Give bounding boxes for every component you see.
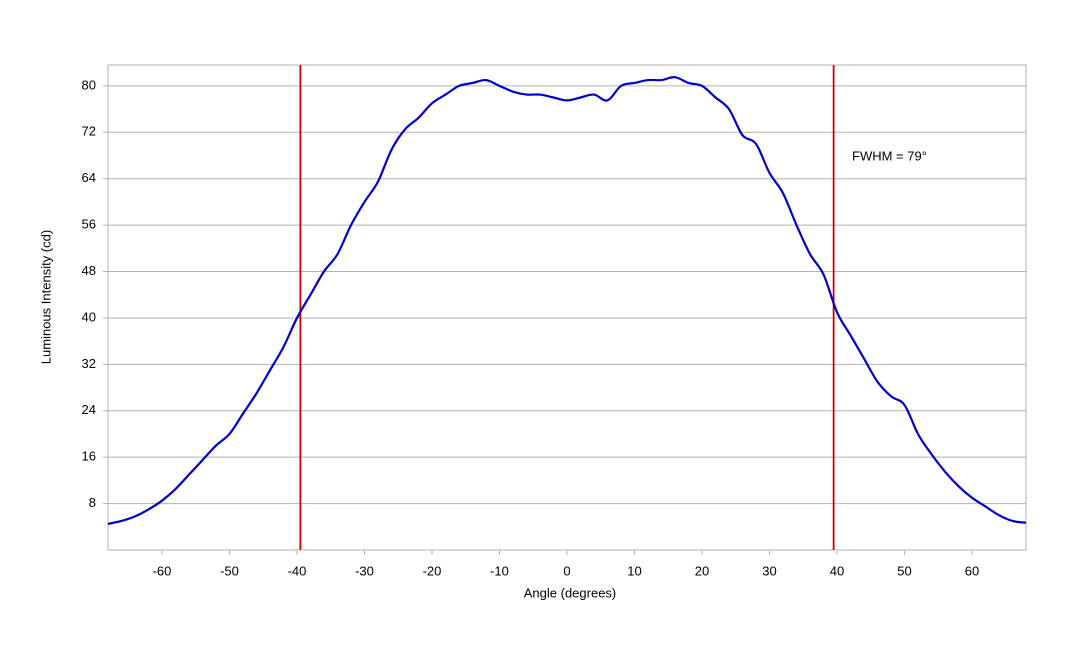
y-tick-label: 8 xyxy=(89,495,96,510)
x-tick-label: -10 xyxy=(490,563,509,578)
y-tick-label: 72 xyxy=(82,124,96,139)
y-tick-label: 24 xyxy=(82,402,96,417)
x-tick-label: 20 xyxy=(695,563,709,578)
x-tick-label: -20 xyxy=(423,563,442,578)
y-axis-label: Luminous Intensity (cd) xyxy=(38,230,53,364)
x-tick-label: -50 xyxy=(220,563,239,578)
y-tick-label: 64 xyxy=(82,170,96,185)
x-axis-label: Angle (degrees) xyxy=(524,585,617,600)
x-tick-label: -30 xyxy=(355,563,374,578)
x-tick-label: 60 xyxy=(965,563,979,578)
y-tick-label: 48 xyxy=(82,263,96,278)
y-tick-label: 80 xyxy=(82,77,96,92)
y-tick-label: 40 xyxy=(82,309,96,324)
x-tick-label: 50 xyxy=(897,563,911,578)
x-tick-label: 40 xyxy=(830,563,844,578)
plot-frame xyxy=(107,64,1027,551)
annotation: FWHM = 79° xyxy=(852,148,927,163)
x-tick-label: -40 xyxy=(288,563,307,578)
x-tick-label: -60 xyxy=(153,563,172,578)
y-tick-label: 56 xyxy=(82,217,96,232)
y-tick-label: 16 xyxy=(82,449,96,464)
data-line xyxy=(107,76,1027,525)
y-tick-label: 32 xyxy=(82,356,96,371)
x-tick-label: 0 xyxy=(563,563,570,578)
x-tick-label: 30 xyxy=(762,563,776,578)
x-tick-label: 10 xyxy=(627,563,641,578)
